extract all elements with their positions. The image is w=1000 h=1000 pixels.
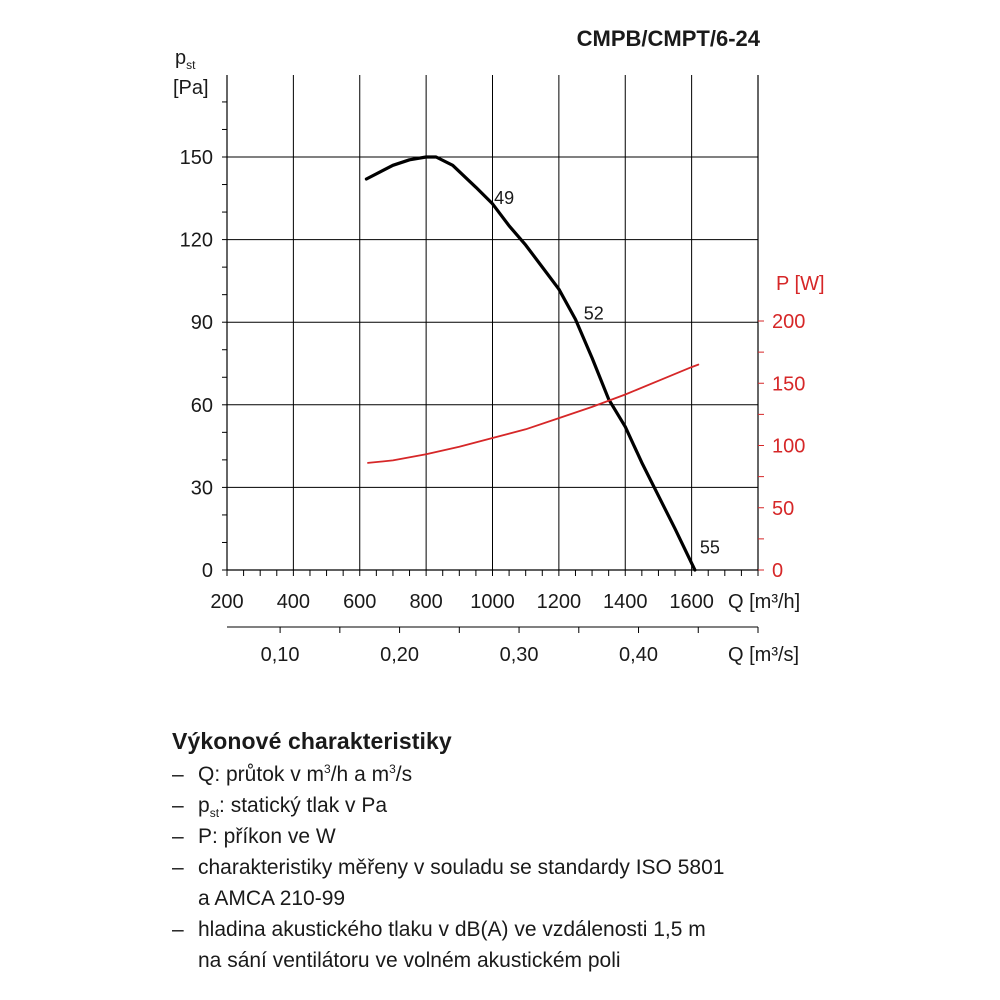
y2-tick-label: 0 xyxy=(772,560,783,582)
y2-tick-label: 200 xyxy=(772,311,805,333)
y2-tick-label: 50 xyxy=(772,498,794,520)
legend-text: : statický tlak v Pa xyxy=(219,794,388,817)
x2-tick-label: 0,30 xyxy=(500,644,539,666)
curve-annotation: 55 xyxy=(700,537,720,557)
plot-area: 0 30 60 90 120 150 0 50 100 150 200 200 400 600 800 100… xyxy=(173,47,825,666)
x-tick-label: 1000 xyxy=(470,591,515,613)
legend-bullet: – xyxy=(172,856,184,879)
y2-tick-label: 100 xyxy=(772,436,805,458)
legend-subscript: st xyxy=(209,806,220,821)
legend-text: /h a m xyxy=(330,763,390,786)
x-tick-label: 1200 xyxy=(537,591,582,613)
legend-text: Q: průtok v m xyxy=(198,763,325,786)
legend-text: p xyxy=(198,794,210,817)
y-tick-label: 120 xyxy=(180,230,213,252)
y2-tick-label: 150 xyxy=(772,373,805,395)
curve-annotation: 52 xyxy=(584,303,604,323)
legend-text: /s xyxy=(395,763,413,786)
legend-superscript: 3 xyxy=(389,762,396,776)
legend-bullet: – xyxy=(172,918,184,941)
y-tick-label: 0 xyxy=(202,560,213,582)
x-axis-label: Q [m³/h] xyxy=(728,591,800,613)
x-tick-label: 1600 xyxy=(669,591,714,613)
legend-item: a AMCA 210-99 xyxy=(172,883,932,914)
legend-item: – P: příkon ve W xyxy=(172,821,932,852)
pressure-curve xyxy=(364,155,697,572)
x2-axis-label: Q [m³/s] xyxy=(728,644,799,666)
legend-block: Výkonové charakteristiky – Q: průtok v m3… xyxy=(172,728,932,976)
legend-text: na sání ventilátoru ve volném akustickém… xyxy=(198,949,621,972)
legend-text: a AMCA 210-99 xyxy=(198,887,346,910)
y-tick-label: 150 xyxy=(180,147,213,169)
x-tick-label: 600 xyxy=(343,591,376,613)
x-tick-label: 1400 xyxy=(603,591,648,613)
legend-item: na sání ventilátoru ve volném akustickém… xyxy=(172,945,932,976)
x-tick-label: 200 xyxy=(210,591,243,613)
y-axis-unit: [Pa] xyxy=(173,77,209,99)
y-tick-label: 90 xyxy=(191,312,213,334)
legend-item: – pst: statický tlak v Pa xyxy=(172,790,932,821)
x2-tick-label: 0,20 xyxy=(380,644,419,666)
chart-title: CMPB/CMPT/6-24 xyxy=(577,26,761,51)
performance-chart: CMPB/CMPT/6-24 0 30 60 90 120 150 0 50 100 150 200… xyxy=(173,26,825,666)
legend-item: – hladina akustického tlaku v dB(A) ve vz… xyxy=(172,914,932,945)
legend-text: charakteristiky měřeny v souladu se stan… xyxy=(198,856,725,879)
power-curve xyxy=(367,363,700,464)
legend-bullet: – xyxy=(172,763,184,786)
x2-tick-label: 0,40 xyxy=(619,644,658,666)
y-axis-label-sub: st xyxy=(186,58,196,72)
legend-bullet: – xyxy=(172,825,184,848)
legend-list: – Q: průtok v m3/h a m3/s – pst: statický t… xyxy=(172,759,932,976)
legend-superscript: 3 xyxy=(324,762,331,776)
curve-annotation: 49 xyxy=(494,188,514,208)
y-axis-label: pst xyxy=(175,47,196,72)
legend-item: – charakteristiky měřeny v souladu se sta… xyxy=(172,852,932,883)
legend-bullet: – xyxy=(172,794,184,817)
y-tick-label: 60 xyxy=(191,395,213,417)
y2-axis-label: P [W] xyxy=(776,273,825,295)
x-tick-label: 400 xyxy=(277,591,310,613)
legend-heading: Výkonové charakteristiky xyxy=(172,728,452,754)
legend-item: – Q: průtok v m3/h a m3/s xyxy=(172,759,932,790)
legend-text: hladina akustického tlaku v dB(A) ve vzd… xyxy=(198,918,706,941)
y-tick-label: 30 xyxy=(191,477,213,499)
x-tick-label: 800 xyxy=(409,591,442,613)
legend-text: P: příkon ve W xyxy=(198,825,336,848)
x2-tick-label: 0,10 xyxy=(261,644,300,666)
